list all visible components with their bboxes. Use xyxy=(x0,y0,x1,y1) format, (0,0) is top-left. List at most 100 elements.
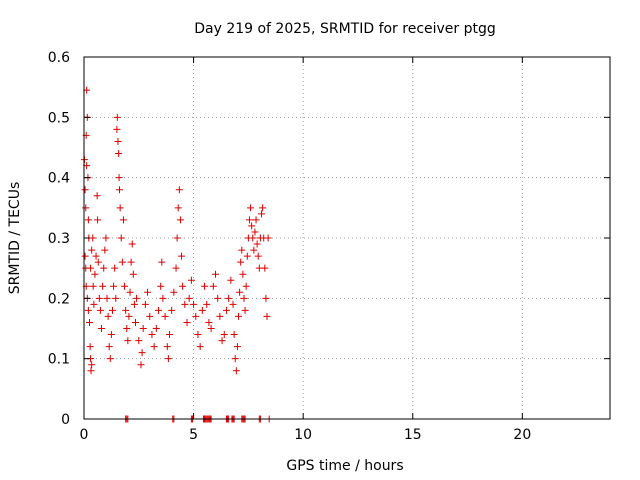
data-point xyxy=(225,294,233,302)
data-point xyxy=(85,318,93,326)
data-point xyxy=(168,306,176,314)
data-point xyxy=(242,282,250,290)
data-point xyxy=(118,258,126,266)
data-point xyxy=(117,234,125,242)
data-point xyxy=(230,331,238,339)
data-point xyxy=(116,204,124,212)
data-point xyxy=(82,204,90,212)
data-point xyxy=(194,331,202,339)
ticks xyxy=(83,56,610,420)
data-point xyxy=(220,331,228,339)
data-point xyxy=(94,258,102,266)
data-point xyxy=(258,210,266,218)
data-point xyxy=(174,204,182,212)
data-point xyxy=(247,204,255,212)
data-point xyxy=(236,288,244,296)
data-point xyxy=(103,294,111,302)
data-point xyxy=(155,306,163,314)
data-point xyxy=(201,282,209,290)
data-point xyxy=(124,337,132,345)
data-point xyxy=(86,343,94,351)
data-point xyxy=(254,252,262,260)
data-point xyxy=(102,234,110,242)
data-point xyxy=(172,264,180,272)
data-point xyxy=(105,343,113,351)
data-point xyxy=(126,288,134,296)
data-point xyxy=(164,355,172,363)
data-point xyxy=(135,337,143,345)
data-point xyxy=(263,312,271,320)
data-point xyxy=(90,300,98,308)
data-point xyxy=(110,282,118,290)
data-point xyxy=(157,282,165,290)
data-point xyxy=(227,276,235,284)
data-point xyxy=(100,264,108,272)
data-point xyxy=(196,343,204,351)
data-point xyxy=(119,216,127,224)
y-tick-label: 0.6 xyxy=(48,50,70,66)
data-point xyxy=(115,150,123,158)
data-point xyxy=(175,186,183,194)
data-point xyxy=(232,367,240,375)
data-point xyxy=(141,300,149,308)
data-point xyxy=(252,216,260,224)
data-points xyxy=(80,86,273,423)
data-point xyxy=(84,216,92,224)
data-point xyxy=(148,331,156,339)
data-point xyxy=(249,234,257,242)
y-tick-label: 0.2 xyxy=(48,291,70,307)
x-axis-label: GPS time / hours xyxy=(286,458,403,474)
data-point xyxy=(114,137,122,145)
data-point xyxy=(113,125,121,133)
data-point xyxy=(144,288,152,296)
data-point xyxy=(250,246,258,254)
data-point xyxy=(209,282,217,290)
x-tick-label: 15 xyxy=(404,427,422,443)
y-tick-label: 0.3 xyxy=(48,231,70,247)
data-point xyxy=(251,228,259,236)
data-point xyxy=(187,276,195,284)
plot-frame xyxy=(83,56,611,420)
data-point xyxy=(99,282,107,290)
data-point xyxy=(259,204,267,212)
data-point xyxy=(92,252,100,260)
data-point xyxy=(185,294,193,302)
y-tick-labels: 0 0.1 0.2 0.3 0.4 0.5 0.6 xyxy=(48,50,70,428)
x-tick-label: 20 xyxy=(513,427,531,443)
y-axis-label: SRMTID / TECUs xyxy=(7,182,23,295)
data-point xyxy=(158,258,166,266)
data-point xyxy=(123,325,131,332)
data-point xyxy=(243,252,251,260)
data-point xyxy=(87,367,95,375)
data-point xyxy=(216,312,224,320)
data-point xyxy=(121,282,129,290)
data-point xyxy=(161,312,169,320)
data-point xyxy=(84,306,92,314)
data-point xyxy=(93,192,101,200)
data-point xyxy=(146,312,154,320)
data-point xyxy=(190,300,198,308)
data-point xyxy=(229,300,237,308)
data-point xyxy=(112,294,120,302)
data-point xyxy=(241,306,249,314)
data-point xyxy=(176,216,184,224)
data-point xyxy=(95,294,103,302)
data-point xyxy=(111,264,119,272)
x-tick-label: 0 xyxy=(80,427,89,443)
data-point xyxy=(173,234,181,242)
data-point xyxy=(240,294,248,302)
data-point xyxy=(98,325,106,332)
data-point xyxy=(235,312,243,320)
data-point xyxy=(133,294,141,302)
data-point xyxy=(101,246,109,254)
data-point xyxy=(138,349,146,357)
data-point xyxy=(178,252,186,260)
data-point xyxy=(89,234,97,242)
data-point xyxy=(165,331,173,339)
data-point xyxy=(222,306,230,314)
data-point xyxy=(264,234,272,242)
data-point xyxy=(163,343,171,351)
data-point xyxy=(91,270,99,278)
y-tick-label: 0 xyxy=(61,412,70,428)
